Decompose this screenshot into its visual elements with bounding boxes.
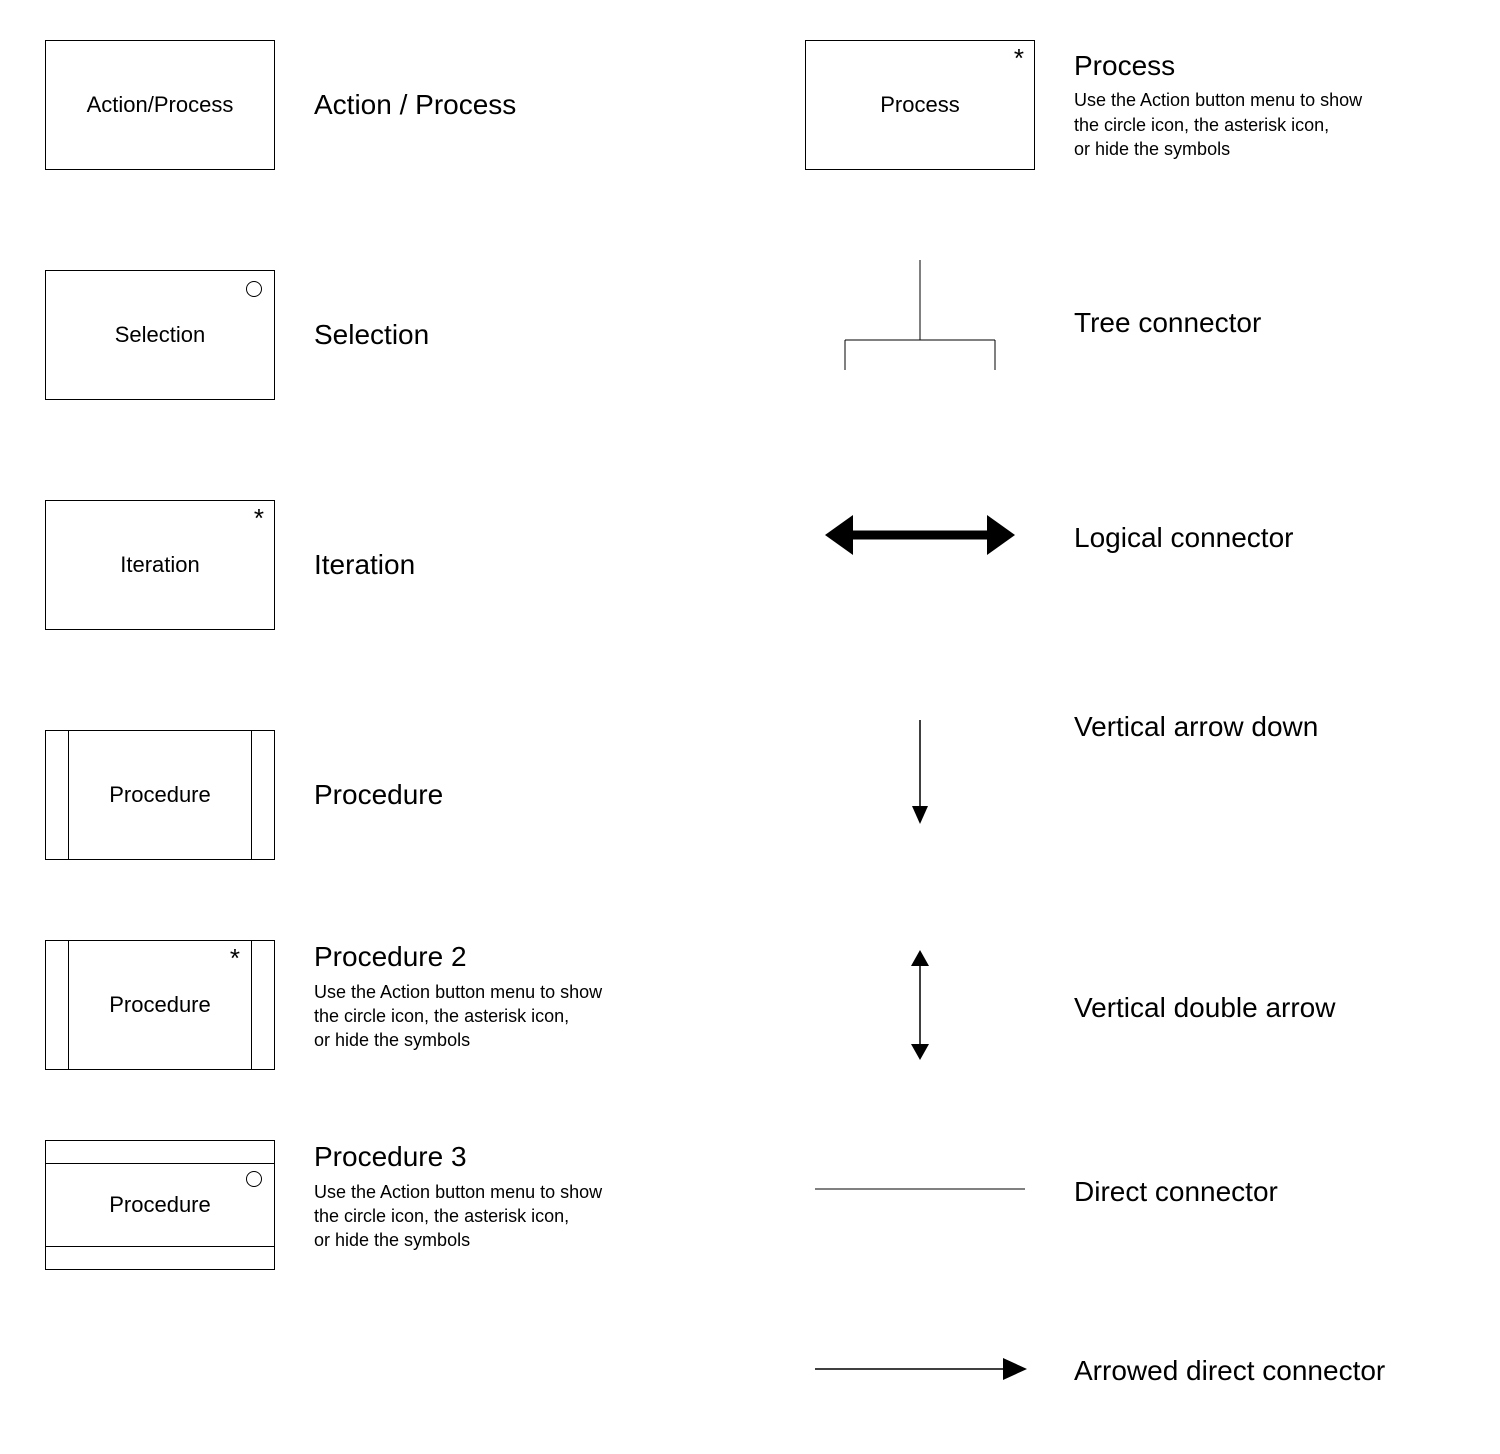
box-text: Iteration [120,552,200,578]
procedure-circle-box: Procedure [45,1140,275,1270]
shape-cell: * Iteration [30,500,290,630]
label-cell: Vertical double arrow [1050,991,1490,1025]
entry-title: Selection [314,318,730,352]
vertical-double-arrow-icon [805,950,1035,1065]
shape-cell [790,505,1050,570]
shape-cell [790,250,1050,395]
entry-title: Tree connector [1074,306,1490,340]
shape-cell [790,710,1050,835]
label-cell: Procedure [290,778,730,812]
shape-cell: Action/Process [30,40,290,170]
box-text: Action/Process [87,92,234,118]
legend-entry: Action/Process Action / Process [30,40,730,170]
entry-title: Action / Process [314,88,730,122]
entry-title: Vertical double arrow [1074,991,1490,1025]
entry-title: Iteration [314,548,730,582]
label-cell: Procedure 2 Use the Action button menu to… [290,940,730,1052]
shape-cell [790,950,1050,1065]
shape-cell: Procedure [30,730,290,860]
legend-entry: * Procedure Procedure 2 Use the Action butt… [30,940,730,1070]
entry-title: Vertical arrow down [1074,710,1490,744]
box-text: Process [880,92,959,118]
arrowed-direct-connector-icon [805,1349,1035,1394]
entry-title: Procedure [314,778,730,812]
vertical-arrow-down-icon [805,710,1035,835]
legend-entry: * Process Process Use the Action button men… [790,40,1490,170]
diagram-legend: Action/ProcessAction / ProcessSelectionS… [0,0,1500,1454]
left-column: Action/ProcessAction / ProcessSelectionS… [30,40,730,1394]
box-text: Procedure [109,1192,211,1218]
entry-title: Procedure 3 [314,1140,730,1174]
legend-entry: Tree connector [790,250,1490,395]
procedure-box: Procedure [45,730,275,860]
shape-cell [790,1349,1050,1394]
entry-description: Use the Action button menu to show the c… [314,980,730,1053]
legend-entry: Procedure Procedure [30,730,730,860]
legend-entry: Arrowed direct connector [790,1349,1490,1394]
tree-connector-icon [805,250,1035,395]
entry-description: Use the Action button menu to show the c… [314,1180,730,1253]
logical-connector-icon [805,505,1035,570]
circle-icon [246,1171,262,1187]
shape-cell: Selection [30,270,290,400]
label-cell: Action / Process [290,88,730,122]
legend-entry: Vertical double arrow [790,950,1490,1065]
label-cell: Iteration [290,548,730,582]
legend-entry: Procedure Procedure 3 Use the Action butto… [30,1140,730,1270]
label-cell: Procedure 3 Use the Action button menu to… [290,1140,730,1252]
box-text: Procedure [109,992,211,1018]
shape-cell: Procedure [30,1140,290,1270]
asterisk-box: * Iteration [45,500,275,630]
label-cell: Direct connector [1050,1175,1490,1209]
entry-title: Procedure 2 [314,940,730,974]
entry-title: Process [1074,49,1490,83]
legend-entry: Logical connector [790,505,1490,570]
asterisk-box: * Process [805,40,1035,170]
label-cell: Logical connector [1050,521,1490,555]
direct-connector-icon [805,1179,1035,1204]
circle-icon [246,281,262,297]
box-text: Selection [115,322,206,348]
asterisk-icon: * [1014,45,1024,71]
legend-entry: Vertical arrow down [790,710,1490,835]
procedure-asterisk-box: * Procedure [45,940,275,1070]
shape-cell: * Procedure [30,940,290,1070]
box-text: Procedure [109,782,211,808]
shape-cell [790,1179,1050,1204]
action-process-box: Action/Process [45,40,275,170]
label-cell: Vertical arrow down [1050,710,1490,744]
label-cell: Arrowed direct connector [1050,1354,1490,1388]
label-cell: Selection [290,318,730,352]
shape-cell: * Process [790,40,1050,170]
selection-box: Selection [45,270,275,400]
entry-title: Arrowed direct connector [1074,1354,1490,1388]
asterisk-icon: * [230,945,240,971]
asterisk-icon: * [254,505,264,531]
entry-title: Direct connector [1074,1175,1490,1209]
legend-entry: Selection Selection [30,270,730,400]
label-cell: Process Use the Action button menu to sho… [1050,49,1490,161]
label-cell: Tree connector [1050,306,1490,340]
right-column: * Process Process Use the Action button men… [790,40,1490,1394]
entry-description: Use the Action button menu to show the c… [1074,88,1490,161]
legend-entry: Direct connector [790,1175,1490,1209]
entry-title: Logical connector [1074,521,1490,555]
legend-entry: * Iteration Iteration [30,500,730,630]
